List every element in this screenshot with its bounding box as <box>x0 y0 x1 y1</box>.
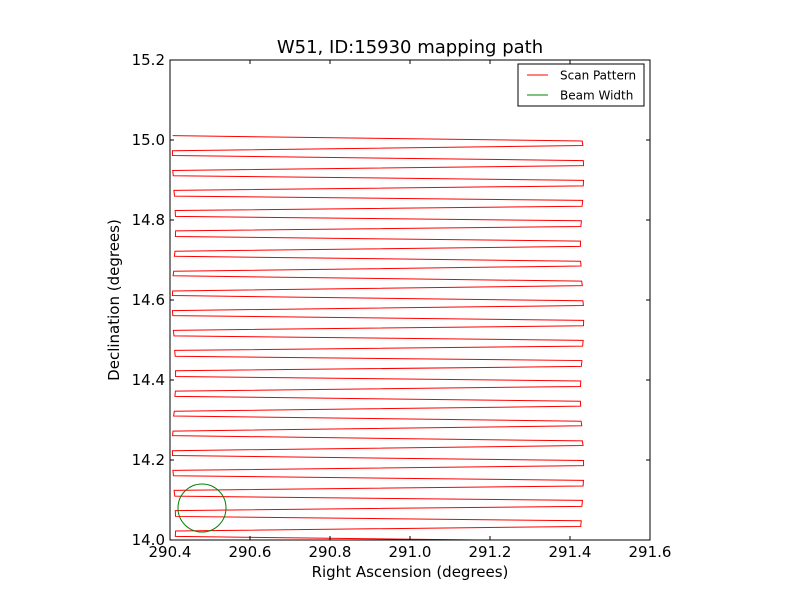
plot-marks <box>171 135 585 540</box>
y-tick-label: 14.0 <box>132 531 165 549</box>
x-tick-label: 291.4 <box>549 543 592 561</box>
x-tick-label: 290.8 <box>309 543 352 561</box>
x-tick-label: 291.2 <box>469 543 512 561</box>
legend-beam-width-label: Beam Width <box>560 89 633 103</box>
axis-ticks: 290.4 290.6 290.8 291.0 291.2 291.4 291.6 14.0 1… <box>132 51 672 561</box>
y-axis-label: Declination (degrees) <box>105 219 123 381</box>
legend: Scan Pattern Beam Width <box>517 63 645 107</box>
y-tick-label: 15.2 <box>132 51 165 69</box>
scan-pattern-line <box>171 135 585 540</box>
chart-title: W51, ID:15930 mapping path <box>277 37 543 58</box>
y-tick-label: 14.8 <box>132 211 165 229</box>
x-tick-label: 290.6 <box>229 543 272 561</box>
x-tick-label: 291.0 <box>389 543 432 561</box>
x-axis-label: Right Ascension (degrees) <box>312 563 509 581</box>
beam-width-circle <box>177 483 227 533</box>
y-tick-label: 14.4 <box>132 371 165 389</box>
legend-scan-pattern-label: Scan Pattern <box>560 69 636 83</box>
y-tick-label: 14.2 <box>132 451 165 469</box>
legend-box <box>517 63 645 107</box>
y-tick-label: 14.6 <box>132 291 165 309</box>
y-tick-label: 15.0 <box>132 131 165 149</box>
x-tick-label: 291.6 <box>629 543 672 561</box>
x-tick-label: 290.4 <box>149 543 192 561</box>
